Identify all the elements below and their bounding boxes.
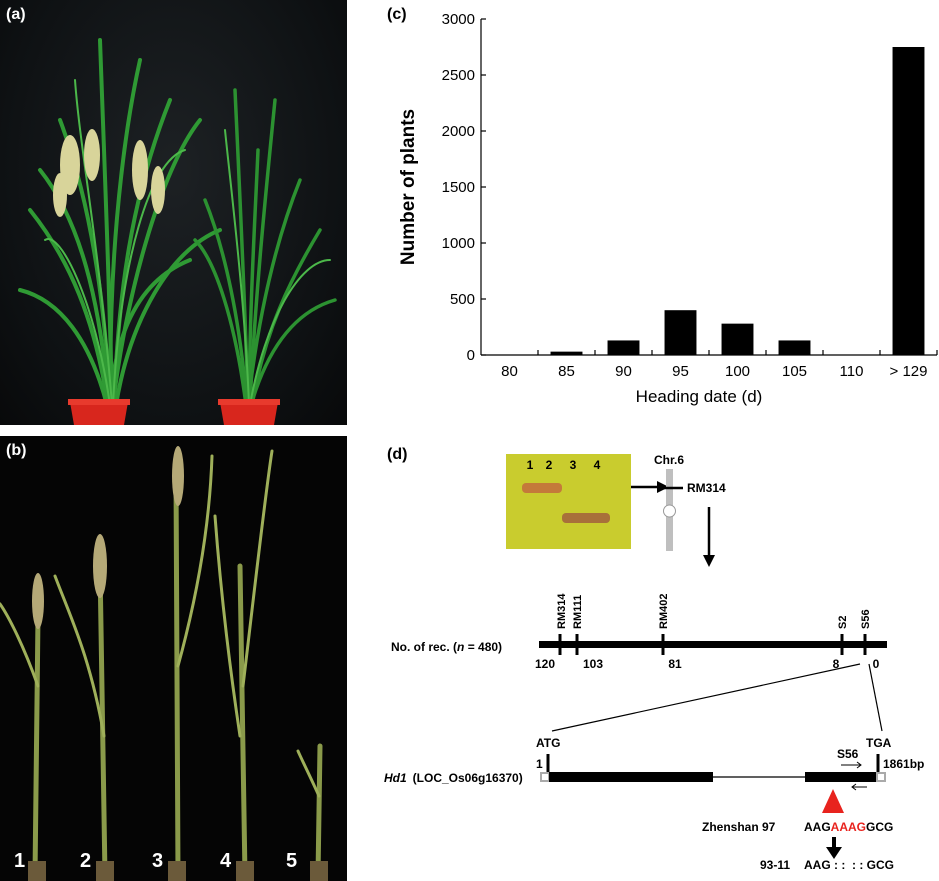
variety-2-label: 93-11 xyxy=(760,858,790,872)
x-tick-label: 100 xyxy=(725,363,750,380)
panel-label-b: (b) xyxy=(6,442,27,459)
variety-1-sequence: AAGAAAGGCG xyxy=(804,820,893,834)
zoom-line-right xyxy=(868,663,883,732)
x-tick-label: 90 xyxy=(615,363,632,380)
panel-label-c: (c) xyxy=(387,6,407,23)
reverse-primer-arrow xyxy=(851,783,867,791)
marker-s2: S2 xyxy=(837,616,849,629)
rec-count-s2: 8 xyxy=(833,657,840,671)
y-tick-label: 2500 xyxy=(442,67,475,84)
y-tick-label: 500 xyxy=(450,291,475,308)
gel-lane-1: 1 xyxy=(527,458,534,472)
y-tick-label: 3000 xyxy=(442,11,475,28)
gel-lane-4: 4 xyxy=(594,458,601,472)
panel-label-d: (d) xyxy=(387,446,408,463)
chromosome-marker-label: RM314 xyxy=(687,481,726,495)
primer-label: S56 xyxy=(837,747,859,761)
bar-105 xyxy=(778,340,811,355)
y-tick-label: 2000 xyxy=(442,123,475,140)
chromosome-label: Chr.6 xyxy=(654,453,684,467)
y-tick-label: 0 xyxy=(467,347,475,364)
plant-number-1: 1 xyxy=(14,850,26,872)
gel-lane-3: 3 xyxy=(570,458,577,472)
fine-mapping-diagram: 1 2 3 4 Chr.6 RM314 RM314 RM111 RM402 S2… xyxy=(384,453,924,872)
gel-image xyxy=(506,454,631,549)
heading-date-bar-chart: 0 500 1000 1500 2000 2500 3000 80 85 90 95 100 105 11… xyxy=(399,11,938,406)
bar-90 xyxy=(607,340,640,355)
gel-lane-2: 2 xyxy=(546,458,553,472)
rec-count-rm111: 103 xyxy=(583,657,603,671)
x-tick-label: 80 xyxy=(501,363,518,380)
x-tick-label: > 129 xyxy=(890,363,928,380)
recombinant-label: No. of rec. (n = 480) xyxy=(391,640,502,654)
gene-end-position: 1861bp xyxy=(883,757,924,771)
map-ticks xyxy=(558,634,867,655)
plant-number-4: 4 xyxy=(220,850,232,872)
variety-2-sequence: AAG : : : : GCG xyxy=(804,858,894,872)
centromere xyxy=(663,504,676,518)
x-tick-label: 85 xyxy=(558,363,575,380)
x-tick-label: 105 xyxy=(782,363,807,380)
exon-2 xyxy=(805,772,877,782)
plant-number-5: 5 xyxy=(286,850,298,872)
rec-count-rm314: 120 xyxy=(535,657,555,671)
marker-rm314: RM314 xyxy=(556,593,568,629)
photo-panel-a: (a) xyxy=(0,0,347,425)
plant-number-3: 3 xyxy=(152,850,164,872)
gel-band-upper xyxy=(522,483,562,493)
y-axis-title: Number of plants xyxy=(399,109,419,265)
bar-95 xyxy=(664,310,697,355)
rice-plants-photo xyxy=(18,38,337,425)
bar-129 xyxy=(892,47,925,355)
marker-s56: S56 xyxy=(860,609,872,629)
x-tick-label: 110 xyxy=(840,363,864,380)
sequence-arrow-head xyxy=(826,847,842,859)
down-arrow-head xyxy=(703,555,715,567)
panicle-stems-photo xyxy=(0,446,328,881)
x-tick-label: 95 xyxy=(672,363,689,380)
stop-codon: TGA xyxy=(866,736,892,750)
genetic-map-bar xyxy=(539,641,887,648)
bar-85 xyxy=(550,351,583,355)
y-tick-label: 1500 xyxy=(442,179,475,196)
gene-name: Hd1 (LOC_Os06g16370) xyxy=(384,771,523,785)
marker-rm402: RM402 xyxy=(658,594,670,629)
zoom-line-left xyxy=(551,663,861,732)
panel-label-a: (a) xyxy=(6,6,26,23)
exon-1 xyxy=(549,772,713,782)
rec-count-s56: 0 xyxy=(873,657,880,671)
marker-rm111: RM111 xyxy=(572,595,584,629)
indel-marker xyxy=(822,789,844,813)
gene-start-position: 1 xyxy=(536,757,543,771)
plant-number-2: 2 xyxy=(80,850,92,872)
gel-band-lower xyxy=(562,513,610,523)
forward-primer-arrow xyxy=(841,761,862,769)
x-axis-title: Heading date (d) xyxy=(636,387,763,406)
variety-1-label: Zhenshan 97 xyxy=(702,820,776,834)
photo-panel-b: (b) 1 2 3 4 5 xyxy=(0,436,347,881)
utr-3 xyxy=(876,772,886,782)
start-codon: ATG xyxy=(536,736,560,750)
bar-100 xyxy=(721,323,754,355)
rec-count-rm402: 81 xyxy=(668,657,682,671)
utr-5 xyxy=(540,772,550,782)
y-tick-label: 1000 xyxy=(442,235,475,252)
